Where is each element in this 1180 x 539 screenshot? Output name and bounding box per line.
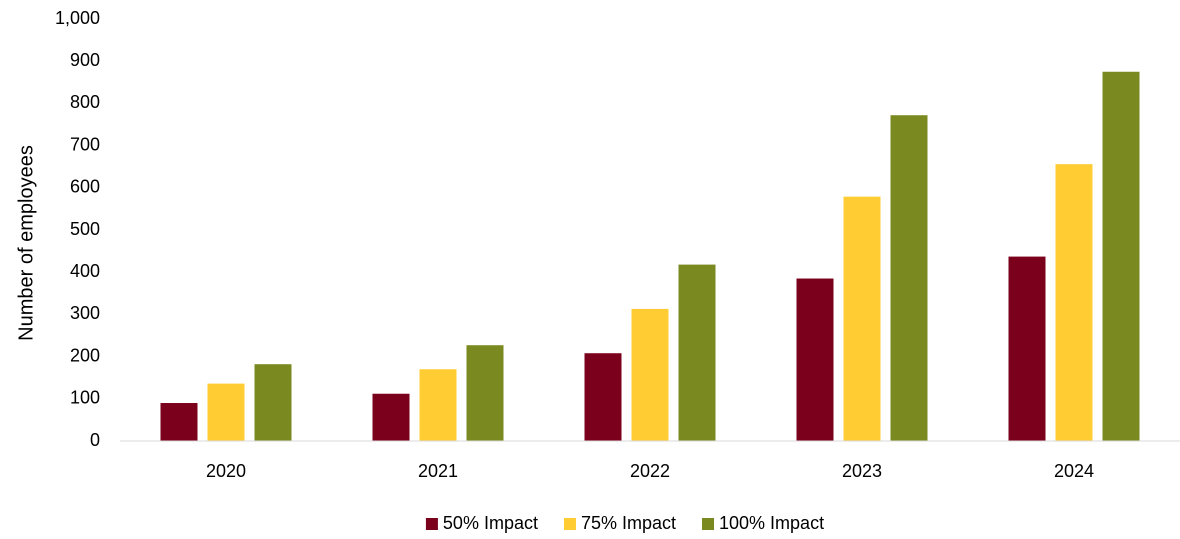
- bar-100-impact-2020: [254, 364, 292, 441]
- bar-50-impact-2020: [160, 403, 198, 441]
- legend-label: 50% Impact: [443, 513, 538, 533]
- bar-50-impact-2022: [584, 353, 622, 441]
- bar-75-impact-2023: [843, 196, 881, 441]
- y-tick-label: 600: [70, 177, 100, 197]
- x-tick-label: 2020: [206, 461, 246, 481]
- y-tick-label: 700: [70, 134, 100, 154]
- bar-75-impact-2021: [419, 369, 457, 441]
- bar-100-impact-2024: [1102, 71, 1140, 441]
- x-tick-label: 2021: [418, 461, 458, 481]
- bar-100-impact-2022: [678, 264, 716, 441]
- bar-50-impact-2024: [1008, 256, 1046, 441]
- bars: [160, 71, 1140, 441]
- y-axis-title: Number of employees: [15, 145, 37, 341]
- y-tick-label: 400: [70, 261, 100, 281]
- legend-swatch: [702, 518, 715, 530]
- y-tick-label: 200: [70, 345, 100, 365]
- bar-50-impact-2021: [372, 393, 410, 441]
- x-tick-label: 2023: [842, 461, 882, 481]
- bar-75-impact-2024: [1055, 164, 1093, 441]
- x-tick-label: 2024: [1054, 461, 1094, 481]
- y-tick-label: 0: [90, 430, 100, 450]
- y-axis-ticks: 0 100 200 300 400 500 600 700 800 900 1,000: [55, 8, 100, 450]
- x-axis-labels: 2020 2021 2022 2023 2024: [206, 461, 1094, 481]
- bar-100-impact-2021: [466, 345, 504, 441]
- y-tick-label: 900: [70, 50, 100, 70]
- legend-label: 75% Impact: [581, 513, 676, 533]
- legend: 50% Impact 75% Impact 100% Impact: [425, 513, 824, 533]
- bar-50-impact-2023: [796, 278, 834, 441]
- bar-100-impact-2023: [890, 115, 928, 441]
- y-tick-label: 1,000: [55, 8, 100, 28]
- y-tick-label: 100: [70, 388, 100, 408]
- legend-swatch: [425, 518, 438, 530]
- bar-75-impact-2020: [207, 383, 245, 441]
- legend-label: 100% Impact: [719, 513, 824, 533]
- y-tick-label: 300: [70, 303, 100, 323]
- legend-swatch: [563, 518, 576, 530]
- y-tick-label: 500: [70, 219, 100, 239]
- x-tick-label: 2022: [630, 461, 670, 481]
- y-tick-label: 800: [70, 92, 100, 112]
- bar-75-impact-2022: [631, 308, 669, 441]
